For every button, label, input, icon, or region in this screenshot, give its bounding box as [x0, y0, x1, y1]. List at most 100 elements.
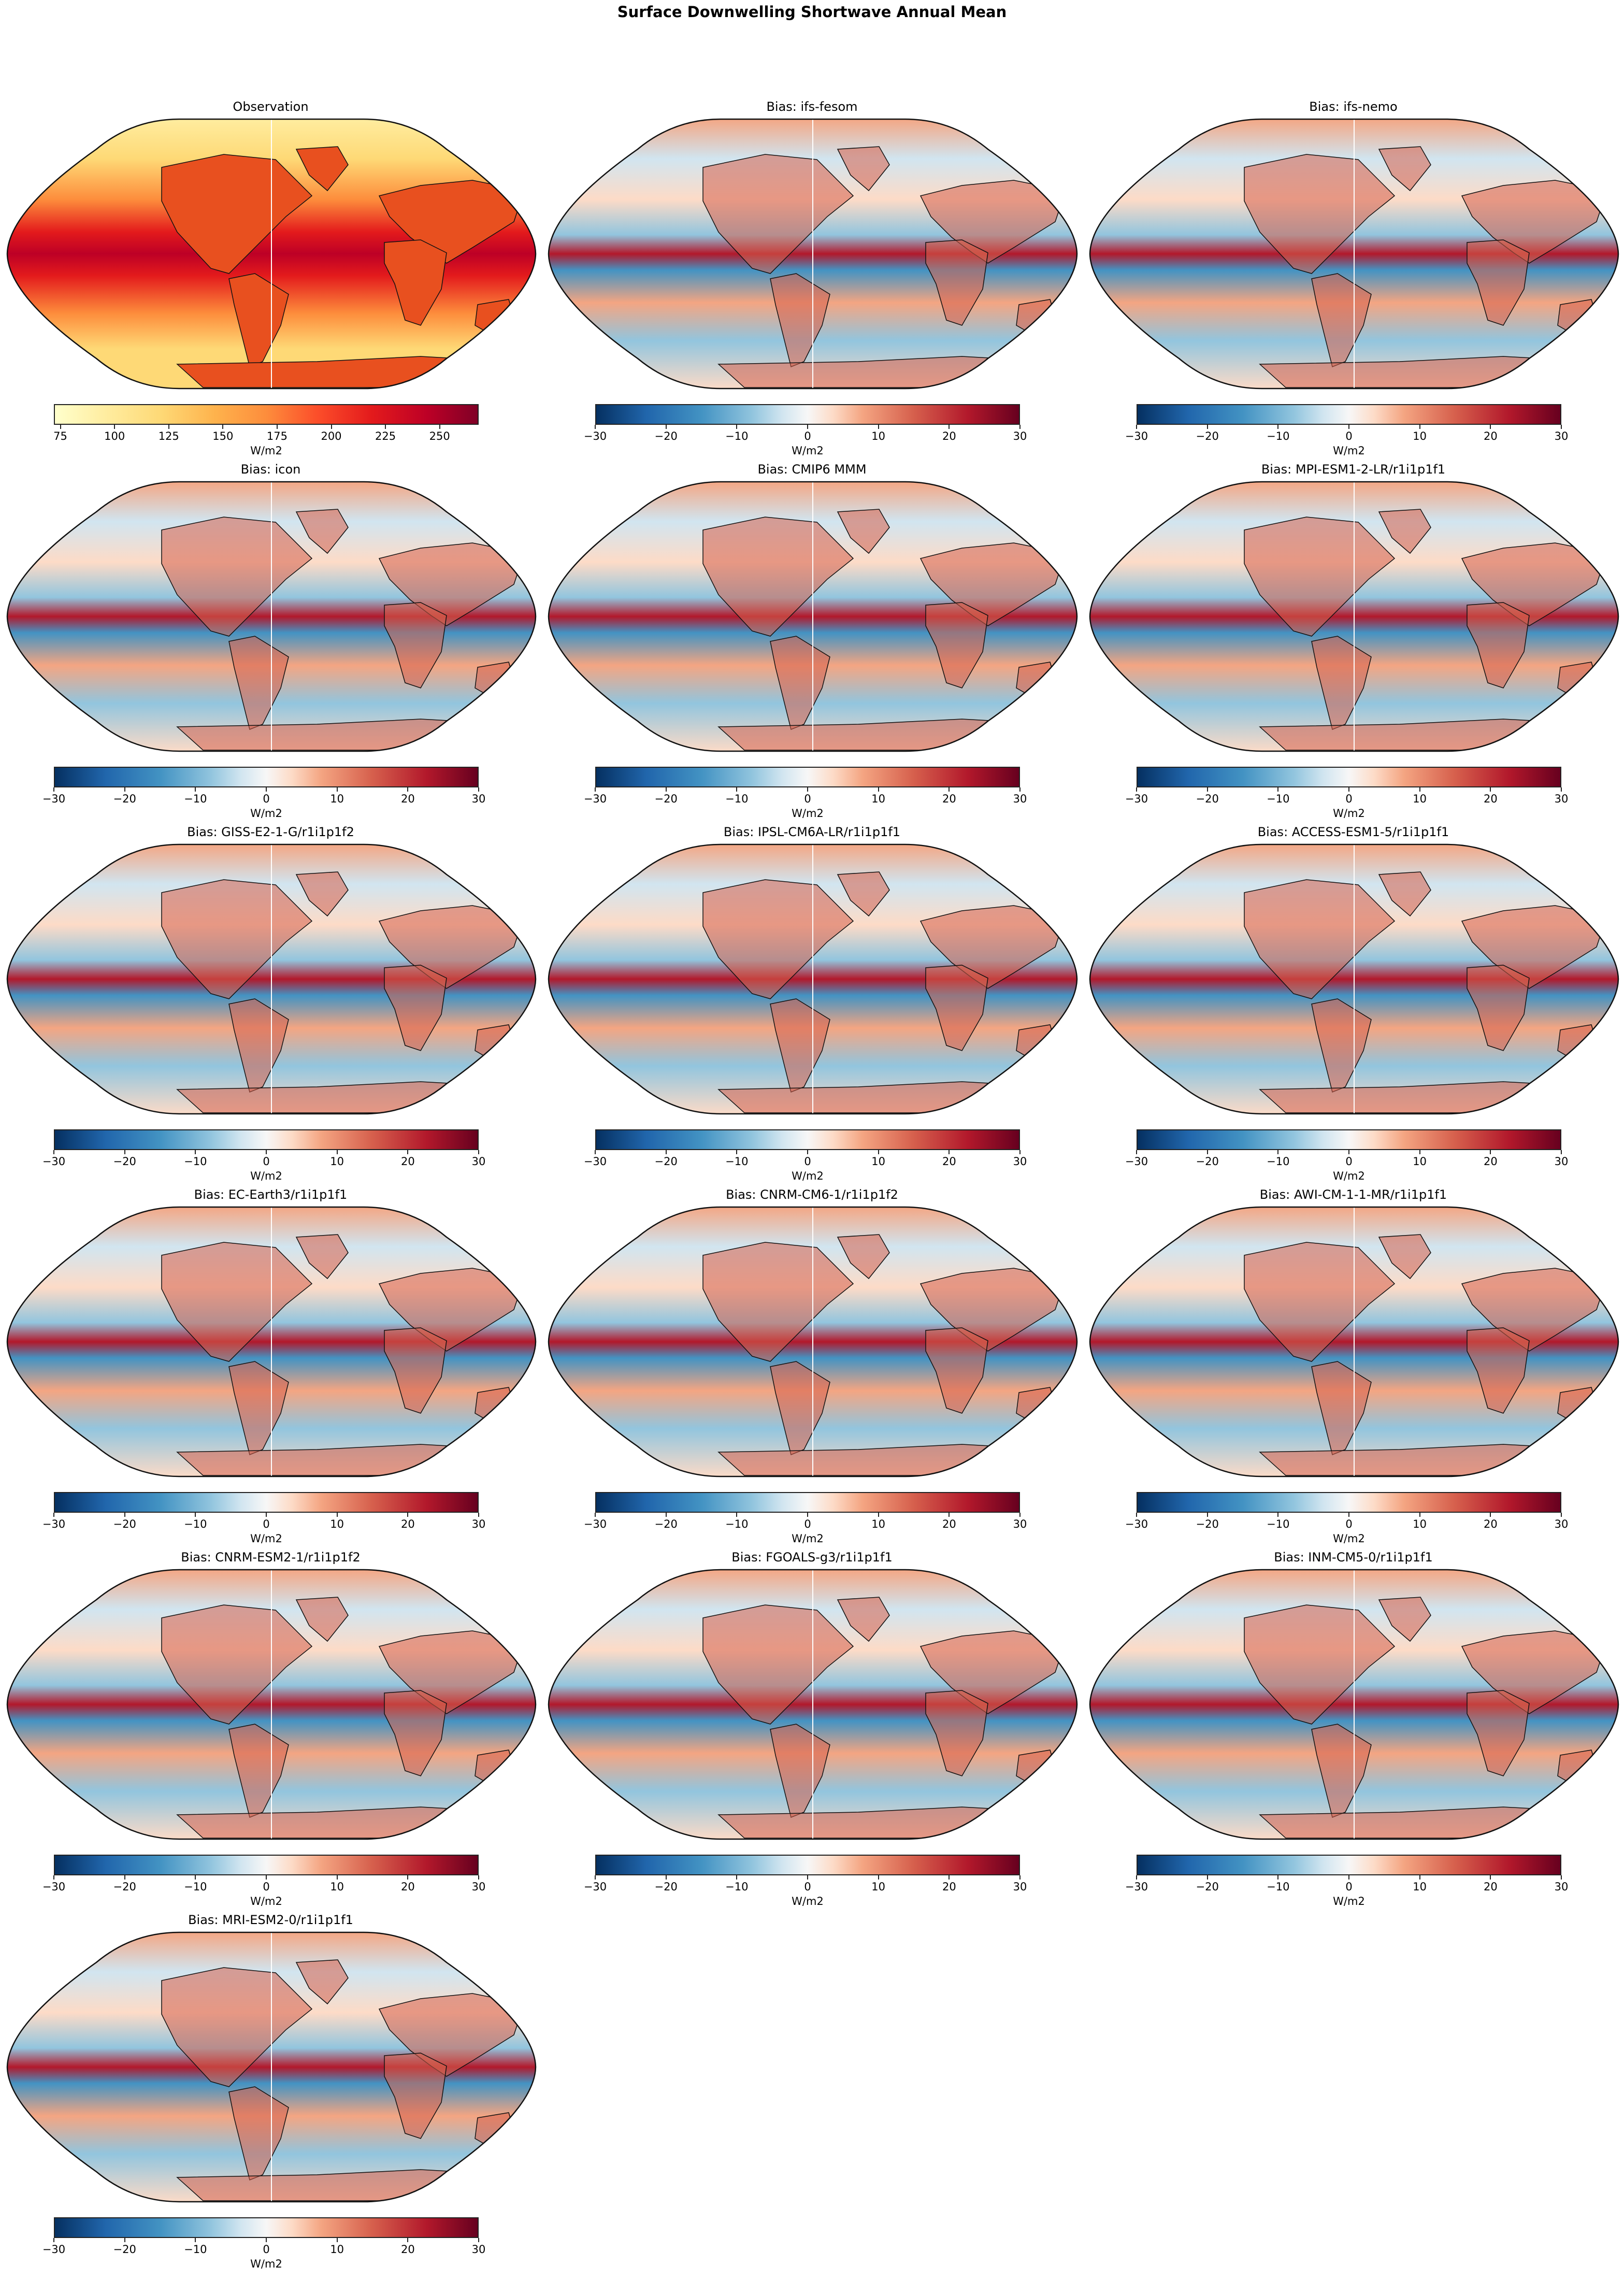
colorbar-tick: 225: [370, 425, 401, 442]
colorbar-tick: −30: [1121, 787, 1152, 805]
colorbar-tick: −10: [180, 1150, 211, 1168]
colorbar-tick: −30: [1121, 425, 1152, 442]
colorbar-label: W/m2: [792, 1895, 824, 1907]
colorbar-tick-label: −20: [1196, 793, 1219, 805]
colorbar-tick: 10: [322, 1513, 353, 1530]
colorbar-tick-label: 10: [871, 1518, 886, 1530]
colorbar-tick-label: −20: [1196, 1518, 1219, 1530]
colorbar-tick-label: 0: [804, 1518, 811, 1530]
colorbar-tick-label: −10: [725, 793, 749, 805]
colorbar-tick: −20: [651, 787, 682, 805]
colorbar-tick-label: 30: [1013, 793, 1027, 805]
colorbar-tick: 30: [1546, 1513, 1577, 1530]
colorbar-tick-label: 20: [400, 1518, 415, 1530]
map-panel-13: Bias: CNRM-ESM2-1/r1i1p1f2 −30 −20 −10 0 10 2…: [0, 1544, 541, 1907]
colorbar-tick-label: −20: [654, 430, 678, 442]
colorbar-tick: −10: [721, 425, 752, 442]
colorbar-tick-label: −10: [1267, 1881, 1290, 1893]
colorbar-tick: 0: [251, 787, 282, 805]
colorbar-ticks: −30 −20 −10 0 10 20 30: [42, 1150, 485, 1171]
colorbar-tick-label: 20: [1483, 793, 1498, 805]
colorbar-label: W/m2: [250, 1895, 282, 1907]
colorbar-tick-label: 30: [1013, 1518, 1027, 1530]
world-map: [1089, 118, 1619, 390]
panel-title: Bias: IPSL-CM6A-LR/r1i1p1f1: [723, 825, 901, 839]
colorbar-label: W/m2: [1333, 1170, 1365, 1182]
world-map: [6, 1569, 537, 1840]
colorbar-tick: 30: [463, 1150, 494, 1168]
colorbar: [1137, 1129, 1561, 1150]
colorbar-tick-label: −20: [113, 1518, 136, 1530]
colorbar-label: W/m2: [1333, 807, 1365, 820]
panel-title: Bias: MRI-ESM2-0/r1i1p1f1: [188, 1913, 353, 1927]
colorbar-tick: 0: [251, 1513, 282, 1530]
map-panel-2: Bias: ifs-fesom −30 −20 −10 0 10 20 30 W/m2: [541, 93, 1083, 457]
colorbar-label: W/m2: [1333, 1532, 1365, 1545]
colorbar-tick: −10: [1262, 1875, 1294, 1893]
colorbar-tick-label: 10: [330, 793, 344, 805]
colorbar-tick: 10: [863, 1875, 894, 1893]
colorbar-tick-label: 30: [471, 1881, 486, 1893]
colorbar: [54, 1855, 479, 1875]
colorbar-tick-label: −10: [1267, 1155, 1290, 1168]
colorbar-tick-label: 0: [263, 1155, 270, 1168]
colorbar: [1137, 767, 1561, 787]
map-panel-6: Bias: MPI-ESM1-2-LR/r1i1p1f1 −30 −20 −10 0 1…: [1083, 456, 1624, 820]
colorbar-tick-label: −10: [184, 793, 207, 805]
colorbar-label: W/m2: [250, 807, 282, 820]
colorbar-tick: −30: [580, 1875, 611, 1893]
colorbar-tick: 30: [1004, 425, 1036, 442]
world-map: [6, 481, 537, 752]
colorbar-tick: −10: [721, 1875, 752, 1893]
world-map: [1089, 843, 1619, 1115]
colorbar-tick-label: −30: [1125, 793, 1148, 805]
colorbar-tick: −30: [38, 1875, 69, 1893]
colorbar-tick-label: −10: [1267, 793, 1290, 805]
colorbar-tick-label: −30: [583, 430, 607, 442]
colorbar-tick: 10: [1404, 1875, 1435, 1893]
colorbar-tick: 30: [463, 1875, 494, 1893]
colorbar-tick-label: 30: [1013, 430, 1027, 442]
panel-title: Bias: AWI-CM-1-1-MR/r1i1p1f1: [1259, 1187, 1447, 1202]
colorbar-tick: −20: [109, 1875, 140, 1893]
colorbar-tick-label: 10: [871, 793, 886, 805]
colorbar-tick-label: 30: [1554, 1881, 1569, 1893]
world-map: [6, 118, 537, 390]
colorbar-ticks: −30 −20 −10 0 10 20 30: [1125, 1150, 1568, 1171]
colorbar-tick-label: −20: [654, 1518, 678, 1530]
colorbar-tick: −20: [651, 1150, 682, 1168]
colorbar-tick: 30: [1004, 787, 1036, 805]
colorbar-tick: 0: [792, 425, 823, 442]
colorbar-tick: 20: [1475, 787, 1506, 805]
colorbar-ticks: −30 −20 −10 0 10 20 30: [42, 787, 485, 808]
colorbar-tick-label: −30: [42, 1518, 66, 1530]
colorbar-tick: −10: [1262, 1150, 1294, 1168]
colorbar-tick: −30: [1121, 1513, 1152, 1530]
colorbar-tick: −30: [38, 787, 69, 805]
colorbar: [54, 1492, 479, 1513]
colorbar-tick: −10: [180, 2238, 211, 2256]
colorbar-tick-label: 250: [429, 430, 450, 442]
colorbar-tick-label: 10: [871, 430, 886, 442]
colorbar-tick: 10: [863, 1513, 894, 1530]
colorbar-tick-label: 10: [1413, 793, 1427, 805]
panel-title: Observation: [233, 99, 309, 114]
colorbar-tick-label: −20: [654, 1881, 678, 1893]
colorbar-tick: 10: [863, 425, 894, 442]
colorbar-tick: 20: [933, 1875, 965, 1893]
colorbar-tick-label: 75: [53, 430, 67, 442]
map-panel-4: Bias: icon −30 −20 −10 0 10 20 30 W/m2: [0, 456, 541, 820]
colorbar-tick: −10: [1262, 425, 1294, 442]
panel-title: Bias: MPI-ESM1-2-LR/r1i1p1f1: [1261, 462, 1446, 477]
colorbar-tick: 20: [392, 1513, 423, 1530]
colorbar-tick: 0: [792, 1875, 823, 1893]
colorbar-tick: −10: [721, 1513, 752, 1530]
colorbar-tick: −20: [1192, 1513, 1223, 1530]
map-panel-9: Bias: ACCESS-ESM1-5/r1i1p1f1 −30 −20 −10 0 1…: [1083, 819, 1624, 1182]
colorbar-label: W/m2: [1333, 1895, 1365, 1907]
colorbar-tick: −10: [721, 1150, 752, 1168]
map-panel-10: Bias: EC-Earth3/r1i1p1f1 −30 −20 −10 0 10 20 3…: [0, 1181, 541, 1545]
colorbar-tick-label: −30: [583, 1518, 607, 1530]
colorbar-tick-label: 30: [471, 1155, 486, 1168]
colorbar-tick-label: −20: [113, 1881, 136, 1893]
